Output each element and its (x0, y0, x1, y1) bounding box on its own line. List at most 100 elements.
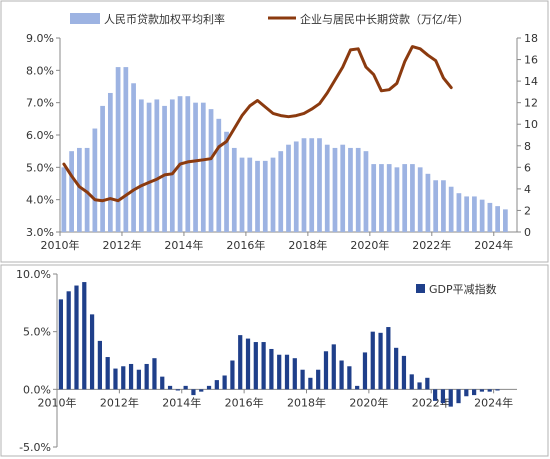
gdp-deflator-bar (339, 360, 344, 390)
left-y-tick-label: 4.0% (26, 194, 54, 207)
rate-bar (146, 102, 152, 233)
gdp-deflator-bar (464, 389, 469, 397)
right-y-tick-label: 6 (524, 161, 531, 174)
rate-bar (394, 167, 400, 232)
rate-bar (169, 99, 175, 232)
gdp-deflator-bar (167, 385, 173, 390)
rate-bar (224, 131, 229, 232)
rate-bar (208, 109, 214, 232)
x-tick-label: 2020年 (349, 395, 388, 409)
gdp-deflator-bar (277, 354, 282, 390)
right-y-tick-label: 8 (524, 140, 531, 153)
rate-bar (464, 196, 470, 232)
gdp-deflator-bar (472, 389, 477, 396)
gdp-deflator-bar (433, 389, 438, 401)
gdp-deflator-bar (206, 385, 212, 390)
gdp-deflator-bar (74, 285, 79, 390)
rate-bar (309, 138, 315, 232)
right-y-tick-label: 12 (524, 97, 538, 110)
x-tick-label: 2018年 (288, 238, 327, 252)
rate-bar (472, 196, 477, 232)
rate-bar (216, 118, 222, 232)
legend-bar-label: 人民币贷款加权平均利率 (104, 12, 225, 26)
gdp-deflator-bar (245, 338, 251, 390)
gdp-deflator-bar (394, 347, 399, 390)
top-chart: 9.0% 8.0% 7.0% 6.0% 5.0% 4.0% 3.0% 18 16 14 12 10 8 6… (26, 32, 538, 252)
gdp-deflator-bar (347, 366, 352, 390)
rate-bar (456, 193, 462, 232)
x-tick-label: 2014年 (162, 395, 201, 409)
rate-bar (340, 144, 346, 232)
right-y-tick-label: 10 (524, 118, 538, 131)
gdp-deflator-bar (175, 389, 180, 391)
x-tick-label: 2016年 (226, 238, 265, 252)
gdp-deflator-bar (300, 369, 305, 390)
y-tick-label: 5.0% (23, 326, 51, 339)
gdp-deflator-bar (401, 355, 407, 390)
rate-bar (107, 92, 113, 232)
gdp-deflator-bar (487, 389, 492, 392)
left-y-tick-label: 6.0% (26, 129, 54, 142)
gdp-deflator-bar (417, 382, 422, 390)
left-y-tick-label: 9.0% (26, 32, 54, 45)
right-y-tick-label: 0 (524, 226, 531, 239)
gdp-deflator-bar (97, 340, 102, 390)
y-tick-label: 10.0% (16, 268, 51, 281)
rate-bar (100, 105, 105, 232)
gdp-deflator-bar (160, 376, 165, 390)
gdp-deflator-bar (378, 332, 383, 390)
top-panel-frame (0, 0, 549, 263)
gdp-deflator-bar (409, 374, 414, 390)
y-tick-label: -5.0% (19, 441, 51, 454)
gdp-deflator-bar (66, 291, 71, 390)
gdp-deflator-bar (456, 389, 461, 404)
x-tick-label: 2010年 (38, 395, 77, 409)
rate-bar (255, 160, 260, 232)
gdp-deflator-bar (230, 360, 235, 390)
bottom-chart: 10.0% 5.0% 0.0% -5.0% 2010年 2012年 2014年 2016年 20… (16, 268, 517, 454)
legend-bar-swatch (70, 13, 100, 24)
x-tick-label: 2010年 (41, 238, 80, 252)
gdp-deflator-bar (370, 331, 375, 390)
loan-line (62, 45, 453, 203)
gdp-deflator-bar (425, 377, 430, 390)
x-tick-label: 2012年 (100, 395, 139, 409)
rate-bar (363, 151, 369, 232)
rate-bar (286, 144, 291, 232)
gdp-deflator-bar (316, 369, 321, 390)
gdp-deflator-bar (448, 389, 453, 407)
x-tick-label: 2020年 (350, 238, 389, 252)
rate-bar (503, 209, 508, 232)
rate-bar (84, 147, 90, 232)
gdp-deflator-bar (136, 369, 141, 390)
rate-bar (131, 83, 136, 233)
gdp-deflator-bar (479, 389, 485, 392)
rate-bar (324, 144, 330, 232)
right-y-tick-label: 18 (524, 32, 538, 45)
rate-bar (193, 102, 198, 233)
rate-bar (247, 157, 253, 232)
x-tick-label: 2024年 (474, 395, 513, 409)
rate-bar (417, 167, 423, 232)
left-y-tick-label: 5.0% (26, 161, 54, 174)
legend-line-label: 企业与居民中长期贷款（万亿/年） (300, 12, 469, 26)
gdp-deflator-bar (269, 348, 274, 390)
rate-bar (154, 99, 160, 232)
x-tick-label: 2018年 (287, 395, 326, 409)
right-y-tick-label: 2 (524, 204, 531, 217)
gdp-deflator-bar (284, 354, 290, 390)
gdp-deflator-bar (355, 385, 360, 390)
gdp-deflator-bar (261, 342, 266, 390)
rate-bar (293, 141, 299, 232)
rate-bar (402, 164, 408, 232)
rate-bar (348, 147, 353, 232)
gdp-deflator-bar (495, 389, 500, 391)
gdp-deflator-bar (191, 389, 196, 396)
gdp-deflator-bar (308, 377, 313, 390)
legend-gdp-swatch (416, 284, 425, 293)
right-y-tick-label: 16 (524, 54, 538, 67)
gdp-deflator-bar (128, 363, 134, 390)
rate-bar (379, 164, 384, 232)
